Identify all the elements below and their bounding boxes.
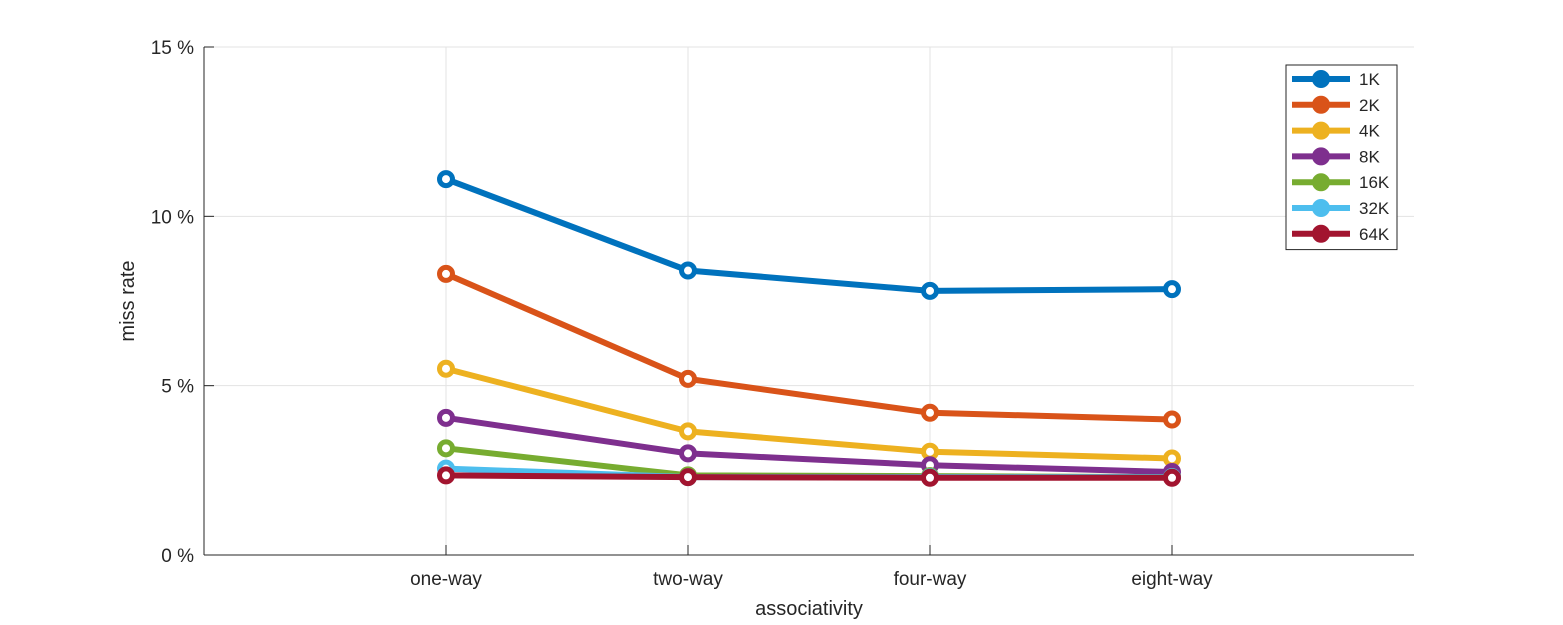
- data-point: [1163, 280, 1181, 299]
- legend-label: 16K: [1359, 173, 1390, 192]
- data-point: [921, 281, 939, 300]
- legend-label: 64K: [1359, 225, 1390, 244]
- legend-swatch-marker: [1312, 199, 1330, 217]
- legend-swatch-marker: [1312, 173, 1330, 192]
- data-point: [921, 403, 939, 422]
- x-axis-title: associativity: [755, 598, 863, 620]
- y-axis-title: miss rate: [117, 260, 139, 341]
- legend-swatch-marker: [1312, 95, 1330, 114]
- series-line: [443, 270, 1175, 423]
- legend-label: 4K: [1359, 122, 1380, 141]
- data-point: [679, 444, 697, 463]
- legend-swatch-marker: [1312, 224, 1330, 243]
- data-point: [921, 468, 939, 487]
- x-tick-label: one-way: [410, 569, 482, 590]
- axes: 0 % 5 % 10 % 15 % one-way two-way four-way eigh…: [151, 38, 1414, 590]
- data-point: [679, 422, 697, 441]
- legend: 1K 2K 4K 8K 16K 32K 64K: [1285, 64, 1398, 251]
- series-line: [443, 414, 1175, 476]
- series-line: [443, 365, 1175, 462]
- y-tick-label: 15 %: [151, 38, 194, 59]
- data-point: [437, 408, 455, 427]
- data-point: [1163, 410, 1181, 429]
- data-point: [679, 369, 697, 388]
- data-point: [679, 468, 697, 487]
- legend-label: 2K: [1359, 96, 1380, 115]
- y-tick-label: 5 %: [161, 377, 194, 398]
- x-tick-label: two-way: [653, 569, 723, 590]
- legend-swatch-marker: [1312, 121, 1330, 140]
- legend-label: 8K: [1359, 147, 1380, 166]
- series-lines: [437, 170, 1181, 487]
- y-tick-label: 0 %: [161, 546, 194, 567]
- legend-label: 1K: [1359, 70, 1380, 89]
- data-point: [679, 261, 697, 280]
- x-tick-label: four-way: [894, 569, 967, 590]
- legend-swatch-marker: [1312, 147, 1330, 166]
- y-tick-label: 10 %: [151, 207, 194, 228]
- legend-swatch-marker: [1312, 70, 1330, 88]
- series-line: [443, 176, 1175, 294]
- data-point: [437, 439, 455, 458]
- series-line: [443, 472, 1175, 481]
- data-point: [437, 170, 455, 189]
- data-point: [437, 466, 455, 485]
- data-point: [437, 359, 455, 378]
- x-tick-label: eight-way: [1131, 569, 1213, 590]
- data-point: [1163, 468, 1181, 487]
- data-point: [437, 264, 455, 283]
- legend-label: 32K: [1359, 199, 1390, 218]
